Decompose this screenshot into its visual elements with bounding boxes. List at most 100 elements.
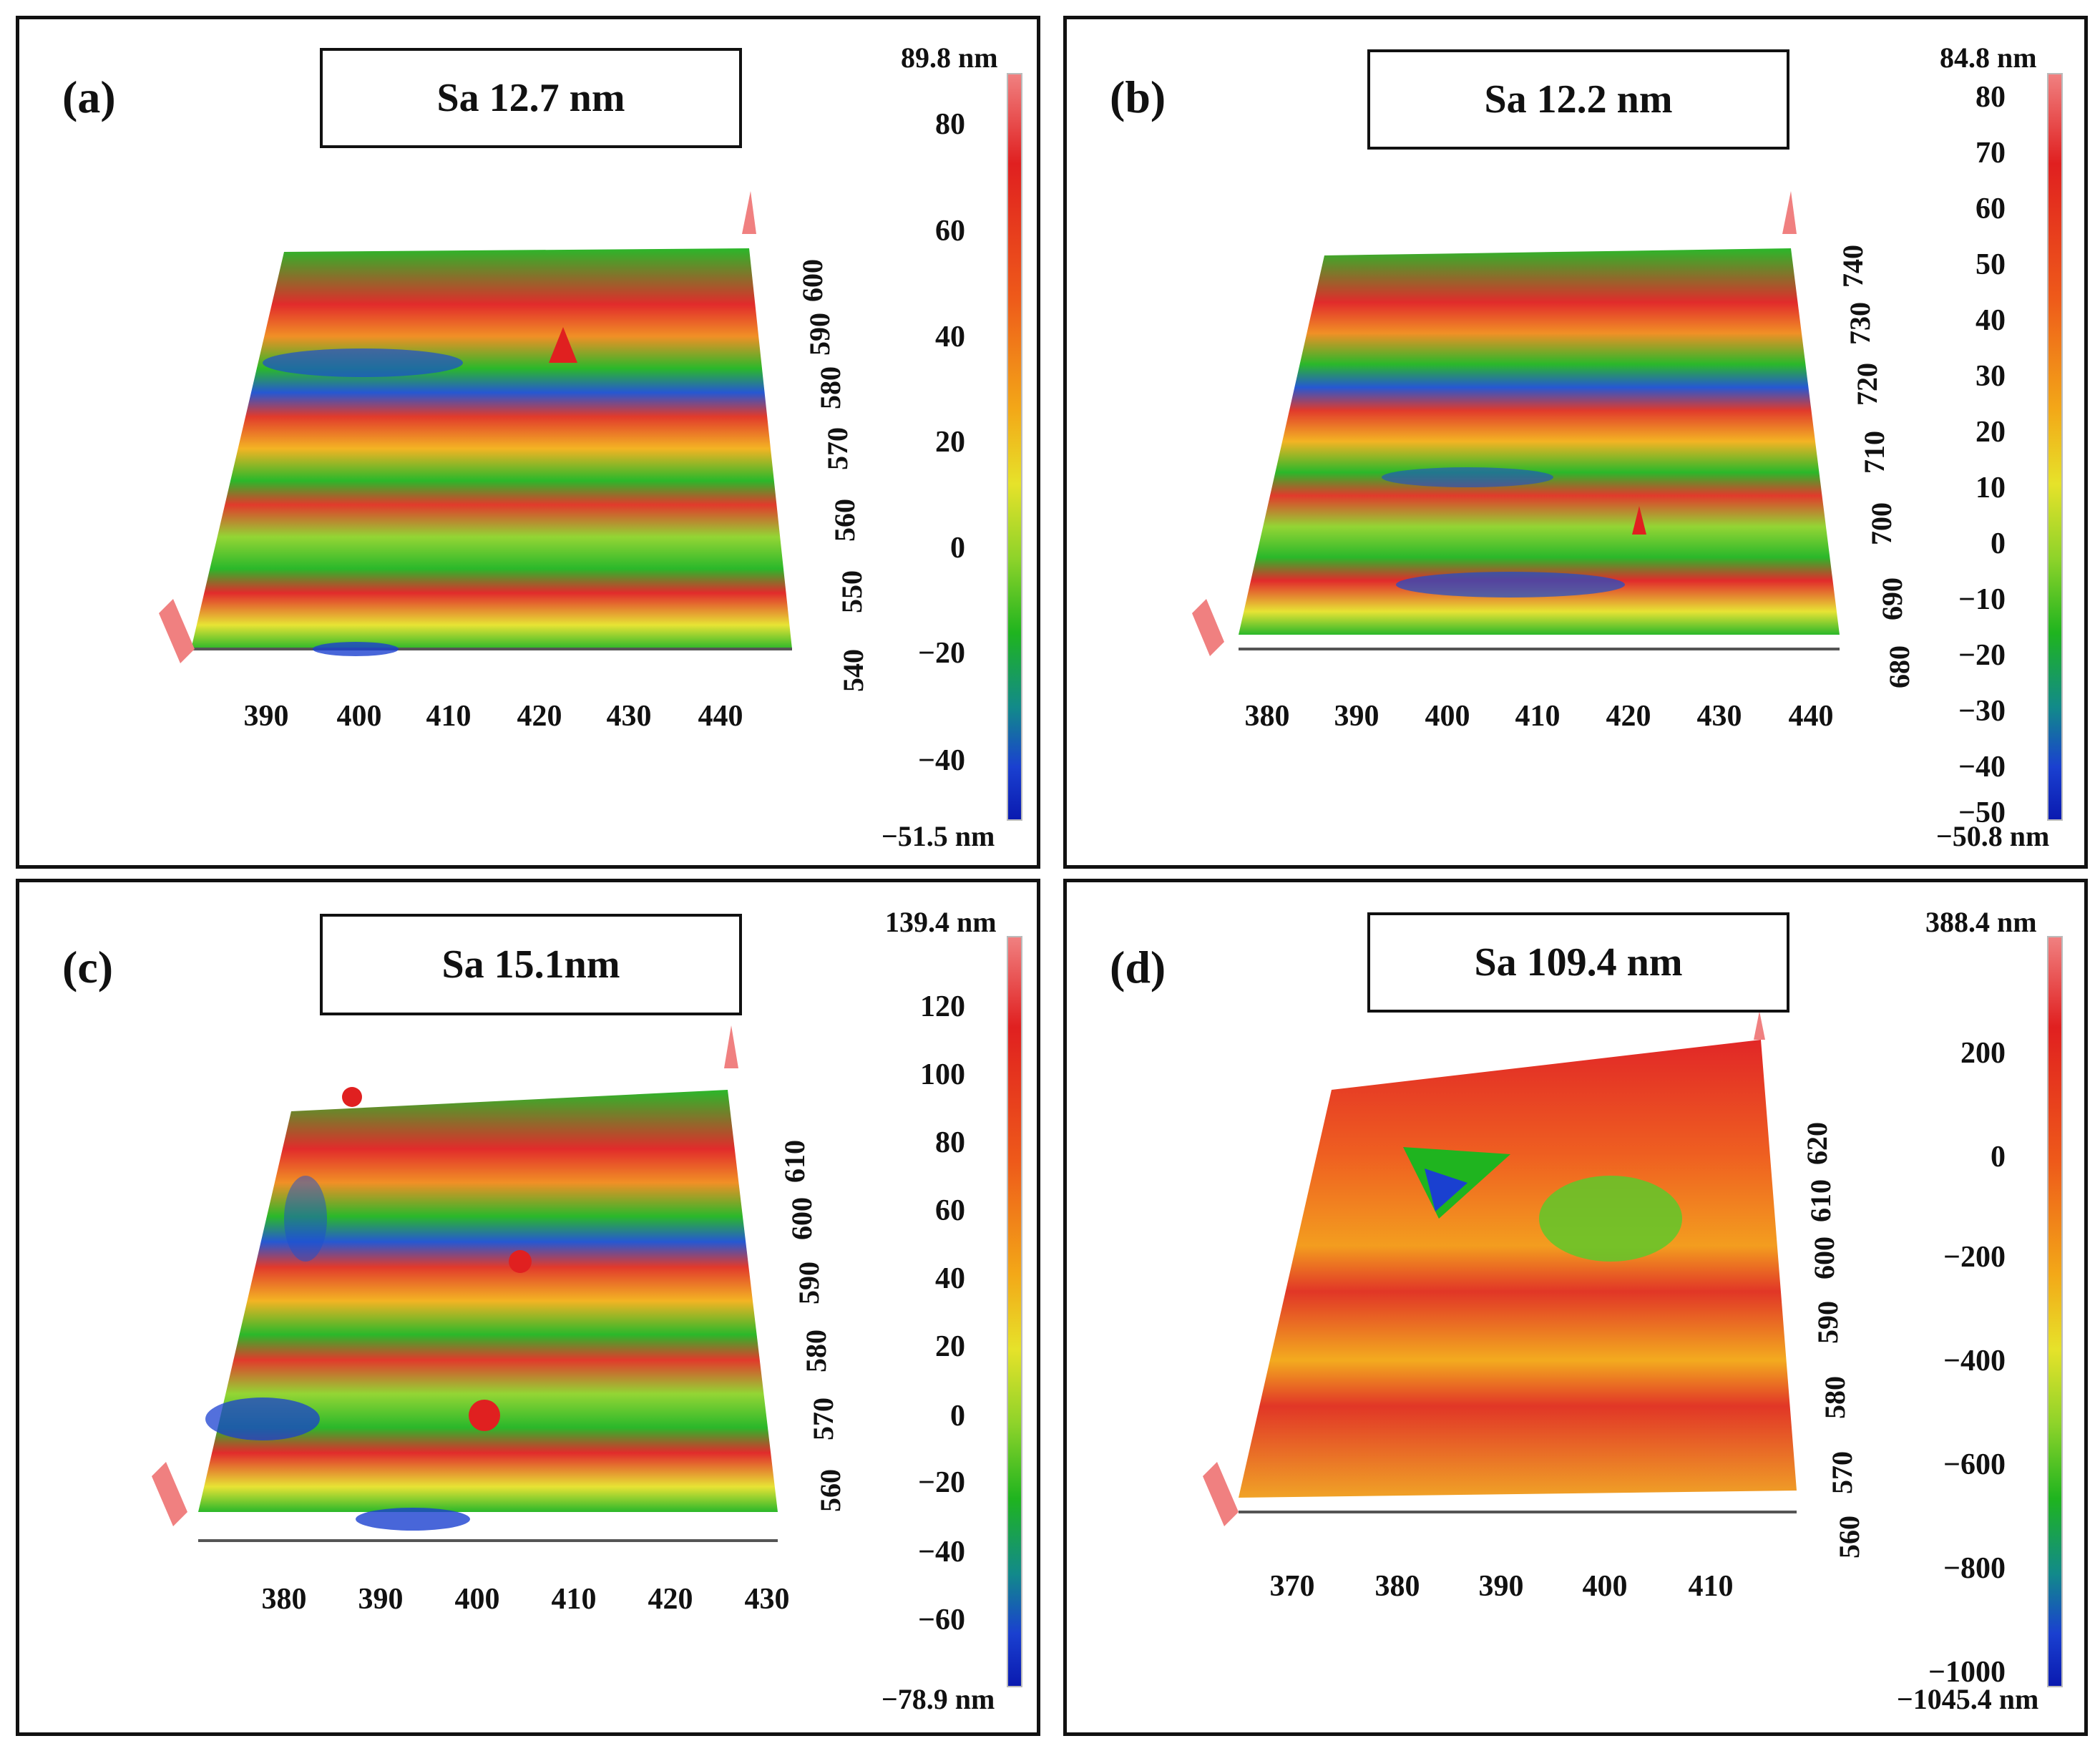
colorbar — [2047, 936, 2063, 1687]
x-axis-tick: 420 — [517, 700, 562, 733]
surface-plot-c — [152, 1025, 778, 1542]
colorbar-tick: −20 — [1958, 639, 2006, 672]
sa-value-box: Sa 12.7 nm — [320, 48, 742, 148]
colorbar-tick: 0 — [950, 1400, 965, 1433]
colorbar-tick: 100 — [920, 1058, 965, 1091]
colorbar-tick: −20 — [918, 1466, 965, 1499]
y-axis-tick: 680 — [1883, 645, 1915, 688]
colorbar-tick: 0 — [950, 532, 965, 565]
colorbar-tick: 60 — [935, 215, 965, 248]
colorbar-tick: 80 — [935, 108, 965, 141]
x-axis-tick: 400 — [1582, 1570, 1628, 1603]
colorbar-tick: −400 — [1943, 1345, 2006, 1377]
y-axis-tick: 560 — [814, 1469, 846, 1512]
colorbar-tick: 120 — [920, 990, 965, 1023]
x-axis-tick: 380 — [1244, 700, 1290, 733]
colorbar-tick: 40 — [935, 1262, 965, 1295]
colorbar-tick: 60 — [935, 1194, 965, 1227]
colorbar-tick: 0 — [1991, 1141, 2006, 1174]
y-axis-tick: 550 — [836, 570, 868, 613]
colorbar-tick: 40 — [1976, 304, 2006, 337]
y-axis-tick: 590 — [793, 1262, 825, 1304]
colorbar-tick: 20 — [1976, 416, 2006, 449]
y-axis-tick: 600 — [786, 1197, 818, 1240]
y-axis-tick: 580 — [800, 1330, 832, 1372]
x-axis-tick: 420 — [1606, 700, 1651, 733]
colorbar-tick: −1000 — [1928, 1656, 2006, 1689]
surface-plot-b — [1192, 191, 1840, 656]
range-min: −78.9 nm — [881, 1683, 995, 1715]
x-axis-tick: 400 — [336, 700, 382, 733]
colorbar-tick: 80 — [1976, 81, 2006, 114]
colorbar-tick: 10 — [1976, 472, 2006, 504]
sa-value-box: Sa 12.2 nm — [1367, 49, 1789, 150]
panel-d: (d) Sa 109.4 nm 388.4 nm −1045.4 nm 200 … — [1063, 879, 2088, 1736]
y-axis-tick: 580 — [814, 366, 846, 409]
y-axis-tick: 570 — [807, 1398, 839, 1440]
panel-b: (b) Sa 12.2 nm 84.8 nm −50.8 nm 80 70 60… — [1063, 16, 2088, 869]
x-axis-tick: 390 — [358, 1583, 404, 1616]
colorbar-tick: −40 — [918, 744, 965, 777]
range-max: 388.4 nm — [1925, 906, 2037, 938]
y-axis-tick: 590 — [804, 313, 836, 356]
colorbar-tick: 60 — [1976, 192, 2006, 225]
y-axis-tick: 580 — [1819, 1376, 1851, 1419]
y-axis-tick: 610 — [1804, 1179, 1837, 1222]
colorbar — [1007, 936, 1022, 1687]
x-axis-tick: 400 — [454, 1583, 500, 1616]
y-axis-tick: 600 — [1808, 1237, 1840, 1279]
y-axis-tick: 610 — [778, 1140, 811, 1183]
range-min: −1045.4 nm — [1897, 1683, 2039, 1715]
colorbar-tick: −600 — [1943, 1448, 2006, 1481]
colorbar-tick: 0 — [1991, 527, 2006, 560]
panel-label: (a) — [62, 72, 116, 122]
y-axis-tick: 710 — [1858, 431, 1890, 474]
colorbar-tick: −200 — [1943, 1241, 2006, 1274]
colorbar-tick: 50 — [1976, 248, 2006, 281]
range-max: 139.4 nm — [885, 906, 997, 938]
x-axis-tick: 410 — [551, 1583, 597, 1616]
y-axis-tick: 570 — [1826, 1451, 1858, 1494]
range-max: 84.8 nm — [1940, 42, 2037, 74]
range-max: 89.8 nm — [901, 42, 998, 74]
colorbar — [1007, 73, 1022, 821]
y-axis-tick: 540 — [837, 649, 869, 692]
panel-label: (c) — [62, 942, 114, 992]
panel-label: (d) — [1110, 942, 1166, 992]
sa-value-box: Sa 15.1nm — [320, 914, 742, 1015]
y-axis-tick: 590 — [1812, 1301, 1844, 1344]
colorbar — [2047, 73, 2063, 821]
sa-value-box: Sa 109.4 nm — [1367, 912, 1789, 1013]
x-axis-tick: 430 — [744, 1583, 790, 1616]
colorbar-tick: 70 — [1976, 137, 2006, 170]
surface-plot-a — [159, 191, 792, 663]
colorbar-tick: −800 — [1943, 1552, 2006, 1585]
colorbar-tick: 30 — [1976, 360, 2006, 393]
x-axis-tick: 380 — [1374, 1570, 1420, 1603]
panel-label: (b) — [1110, 72, 1166, 122]
panel-c: (c) Sa 15.1nm 139.4 nm −78.9 nm 120 100 … — [16, 879, 1040, 1736]
colorbar-tick: −40 — [918, 1536, 965, 1569]
range-min: −51.5 nm — [881, 820, 995, 852]
x-axis-tick: 390 — [1478, 1570, 1524, 1603]
colorbar-tick: −60 — [918, 1604, 965, 1637]
x-axis-tick: 370 — [1269, 1570, 1315, 1603]
y-axis-tick: 560 — [1833, 1516, 1865, 1559]
x-axis-tick: 390 — [1334, 700, 1379, 733]
x-axis-tick: 410 — [1515, 700, 1561, 733]
y-axis-tick: 700 — [1865, 502, 1898, 545]
colorbar-tick: −40 — [1958, 751, 2006, 784]
y-axis-tick: 570 — [821, 427, 854, 470]
colorbar-tick: 40 — [935, 321, 965, 353]
colorbar-tick: −20 — [918, 637, 965, 670]
colorbar-tick: −30 — [1958, 695, 2006, 728]
x-axis-tick: 430 — [606, 700, 652, 733]
colorbar-tick: 20 — [935, 426, 965, 459]
colorbar-tick: 80 — [935, 1126, 965, 1159]
x-axis-tick: 440 — [698, 700, 743, 733]
colorbar-tick: −50 — [1958, 796, 2006, 829]
x-axis-tick: 400 — [1425, 700, 1470, 733]
x-axis-tick: 390 — [243, 700, 289, 733]
x-axis-tick: 440 — [1788, 700, 1834, 733]
x-axis-tick: 420 — [648, 1583, 693, 1616]
